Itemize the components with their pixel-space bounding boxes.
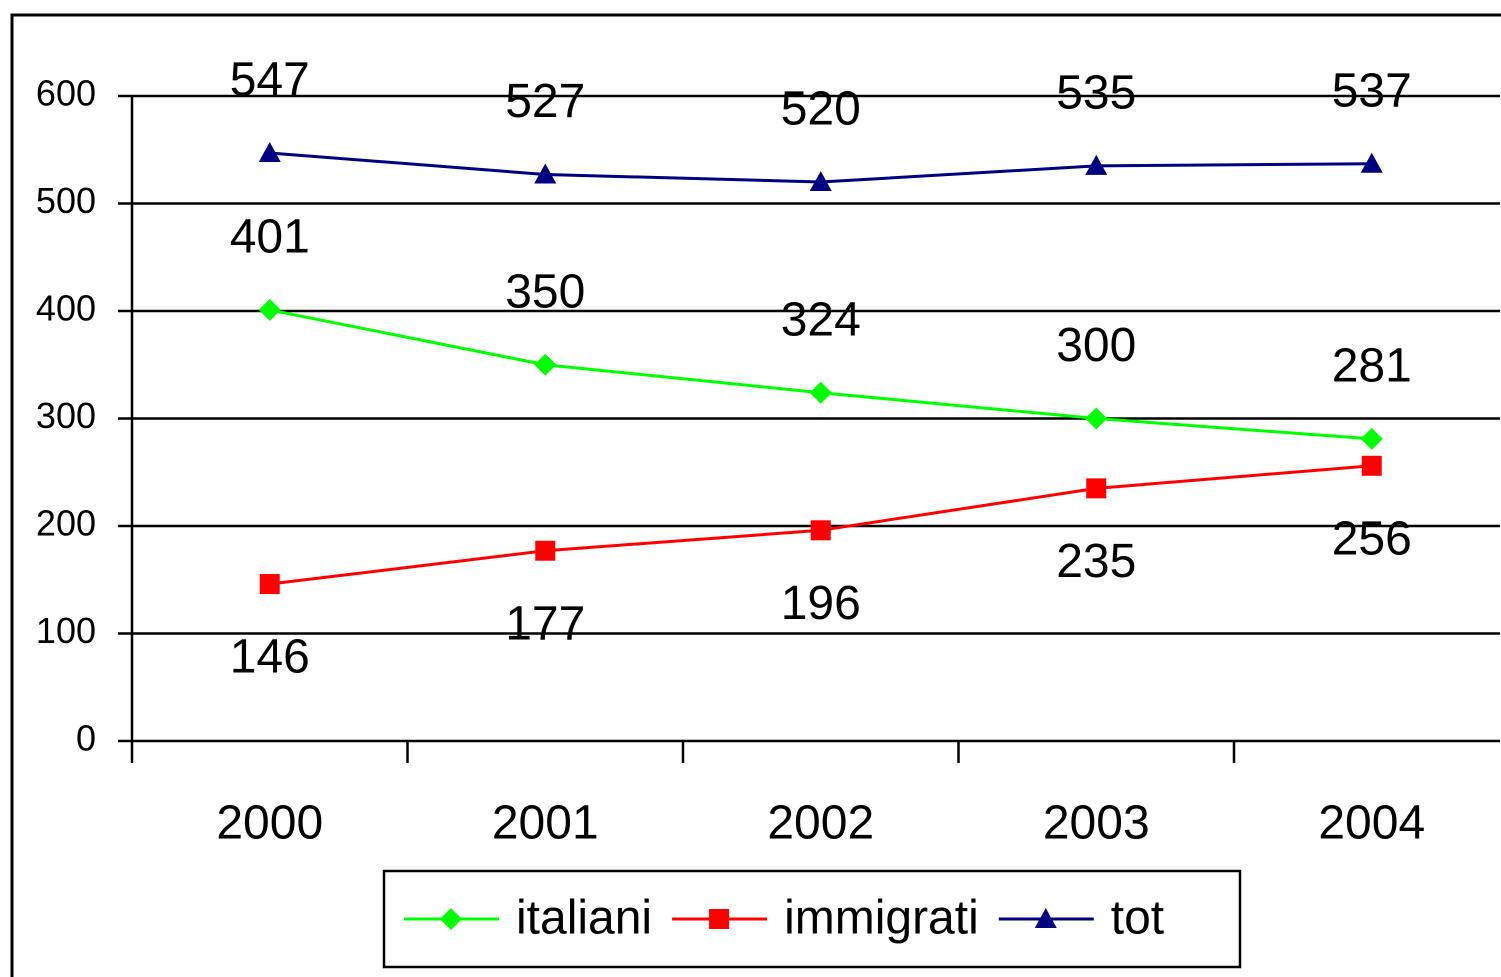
marker bbox=[1360, 427, 1383, 450]
marker bbox=[259, 574, 280, 595]
data-label: 235 bbox=[1056, 535, 1136, 588]
y-tick-label: 300 bbox=[36, 395, 96, 436]
legend-label: italiani bbox=[516, 892, 652, 945]
marker bbox=[1085, 407, 1108, 430]
chart-border bbox=[10, 13, 1501, 977]
y-tick-label: 0 bbox=[76, 718, 96, 759]
x-tick-label: 2004 bbox=[1318, 797, 1425, 850]
x-tick-label: 2002 bbox=[767, 797, 874, 850]
legend-box bbox=[382, 869, 1242, 969]
marker bbox=[258, 141, 281, 162]
marker bbox=[534, 163, 557, 184]
marker bbox=[709, 909, 730, 929]
marker bbox=[440, 908, 462, 930]
marker bbox=[1085, 154, 1108, 175]
y-tick-label: 500 bbox=[36, 180, 96, 221]
data-label: 146 bbox=[230, 631, 310, 684]
x-tick-label: 2000 bbox=[216, 797, 323, 850]
marker bbox=[1034, 908, 1057, 928]
data-label: 196 bbox=[781, 577, 861, 630]
data-label: 177 bbox=[505, 597, 585, 650]
data-label: 281 bbox=[1332, 340, 1412, 393]
marker bbox=[1360, 152, 1383, 173]
marker bbox=[1086, 478, 1107, 499]
legend: italiani immigrati tot bbox=[382, 869, 1242, 969]
data-label: 527 bbox=[505, 75, 585, 128]
data-label: 537 bbox=[1332, 64, 1412, 117]
x-tick-label: 2001 bbox=[492, 797, 599, 850]
x-tick-label: 2003 bbox=[1043, 797, 1150, 850]
legend-label: tot bbox=[1111, 892, 1164, 945]
marker bbox=[810, 520, 831, 541]
marker bbox=[258, 298, 281, 321]
legend-label: immigrati bbox=[784, 892, 979, 945]
data-label: 256 bbox=[1332, 512, 1412, 565]
y-tick-label: 400 bbox=[36, 288, 96, 329]
data-label: 300 bbox=[1056, 319, 1136, 372]
marker bbox=[535, 540, 556, 561]
marker bbox=[534, 353, 557, 376]
y-tick-label: 600 bbox=[36, 73, 96, 114]
data-label: 520 bbox=[781, 83, 861, 136]
data-label: 324 bbox=[781, 293, 861, 346]
y-tick-label: 100 bbox=[36, 610, 96, 651]
data-label: 350 bbox=[505, 265, 585, 318]
data-label: 401 bbox=[230, 211, 310, 264]
marker bbox=[809, 381, 832, 404]
data-label: 535 bbox=[1056, 67, 1136, 120]
marker bbox=[809, 171, 832, 191]
data-label: 547 bbox=[230, 54, 310, 107]
y-tick-label: 200 bbox=[36, 503, 96, 544]
marker bbox=[1361, 455, 1382, 476]
